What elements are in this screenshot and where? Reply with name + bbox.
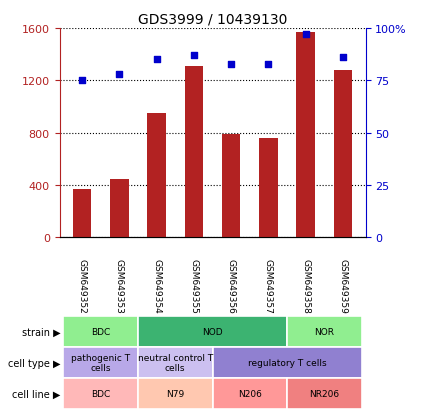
Point bbox=[228, 61, 235, 68]
Bar bbox=[259, 139, 278, 238]
Point bbox=[340, 55, 346, 62]
Bar bbox=[138, 347, 212, 378]
Bar bbox=[287, 378, 362, 409]
Text: neutral control T
cells: neutral control T cells bbox=[138, 353, 213, 373]
Text: NOR: NOR bbox=[314, 328, 334, 337]
Point bbox=[79, 78, 85, 84]
Text: pathogenic T
cells: pathogenic T cells bbox=[71, 353, 130, 373]
Text: N79: N79 bbox=[166, 389, 184, 398]
Bar bbox=[73, 190, 91, 238]
Point bbox=[153, 57, 160, 64]
Bar bbox=[110, 179, 128, 238]
Text: N206: N206 bbox=[238, 389, 262, 398]
Text: GSM649356: GSM649356 bbox=[227, 259, 235, 313]
Text: BDC: BDC bbox=[91, 328, 110, 337]
Point bbox=[303, 32, 309, 38]
Bar bbox=[297, 33, 315, 238]
Text: GSM649355: GSM649355 bbox=[190, 259, 198, 313]
Text: GSM649354: GSM649354 bbox=[152, 259, 161, 313]
Bar bbox=[138, 316, 287, 347]
Text: GSM649353: GSM649353 bbox=[115, 259, 124, 313]
Bar bbox=[212, 378, 287, 409]
Point bbox=[116, 71, 122, 78]
Bar bbox=[222, 135, 241, 238]
Text: NOD: NOD bbox=[202, 328, 223, 337]
Bar bbox=[184, 67, 203, 238]
Bar bbox=[147, 114, 166, 238]
Text: strain ▶: strain ▶ bbox=[22, 327, 60, 337]
Text: BDC: BDC bbox=[91, 389, 110, 398]
Point bbox=[190, 53, 197, 59]
Bar bbox=[334, 71, 352, 238]
Text: cell type ▶: cell type ▶ bbox=[8, 358, 60, 368]
Bar bbox=[63, 316, 138, 347]
Title: GDS3999 / 10439130: GDS3999 / 10439130 bbox=[138, 12, 287, 26]
Text: GSM649357: GSM649357 bbox=[264, 259, 273, 313]
Text: GSM649358: GSM649358 bbox=[301, 259, 310, 313]
Bar bbox=[212, 347, 362, 378]
Bar bbox=[63, 378, 138, 409]
Text: NR206: NR206 bbox=[309, 389, 340, 398]
Bar bbox=[63, 347, 138, 378]
Point bbox=[265, 61, 272, 68]
Text: cell line ▶: cell line ▶ bbox=[12, 389, 60, 399]
Bar bbox=[138, 378, 212, 409]
Text: GSM649352: GSM649352 bbox=[77, 259, 86, 313]
Bar bbox=[287, 316, 362, 347]
Text: GSM649359: GSM649359 bbox=[339, 259, 348, 313]
Text: regulatory T cells: regulatory T cells bbox=[248, 358, 326, 367]
